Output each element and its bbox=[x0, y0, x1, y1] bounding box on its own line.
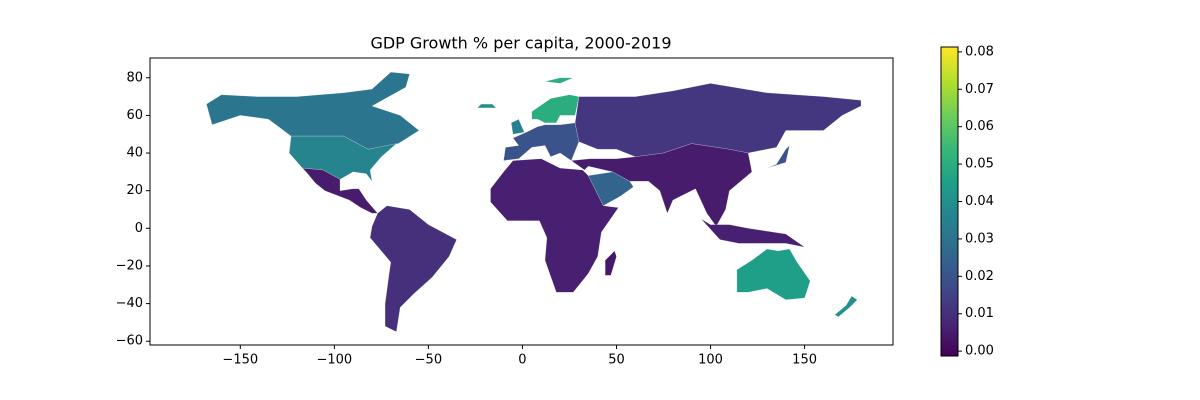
x-tick-label: −50 bbox=[415, 353, 442, 368]
plot-frame bbox=[149, 57, 894, 346]
colorbar-tick-label: 0.00 bbox=[965, 344, 994, 359]
region bbox=[766, 145, 790, 169]
colorbar-tick-label: 0.02 bbox=[965, 269, 994, 284]
x-tick-label: −100 bbox=[316, 353, 352, 368]
colorbar bbox=[940, 46, 959, 357]
colorbar-tick-label: 0.07 bbox=[965, 82, 994, 97]
region bbox=[206, 71, 420, 150]
y-tick-label: 20 bbox=[126, 183, 143, 198]
x-tick-label: 100 bbox=[698, 353, 723, 368]
y-tick-label: 0 bbox=[135, 221, 143, 236]
y-tick-label: 40 bbox=[126, 146, 143, 161]
colorbar-tick-label: 0.05 bbox=[965, 157, 994, 172]
x-tick-label: −150 bbox=[222, 353, 258, 368]
region bbox=[736, 248, 811, 300]
x-tick-label: 150 bbox=[792, 353, 817, 368]
y-tick-label: −20 bbox=[116, 258, 143, 273]
region bbox=[369, 205, 457, 332]
colorbar-tick-label: 0.04 bbox=[965, 194, 994, 209]
region bbox=[701, 218, 805, 248]
y-tick-label: −60 bbox=[116, 334, 143, 349]
region bbox=[834, 295, 858, 317]
y-tick-label: 80 bbox=[126, 70, 143, 85]
colorbar-tick-label: 0.03 bbox=[965, 231, 994, 246]
region bbox=[511, 119, 525, 135]
region bbox=[574, 83, 862, 157]
x-tick-label: 50 bbox=[608, 353, 625, 368]
region bbox=[544, 77, 574, 84]
region bbox=[605, 250, 617, 276]
region bbox=[490, 158, 619, 293]
y-tick-label: 60 bbox=[126, 108, 143, 123]
region bbox=[588, 171, 634, 206]
colorbar-tick-label: 0.08 bbox=[965, 44, 994, 59]
chart-title: GDP Growth % per capita, 2000-2019 bbox=[370, 34, 671, 53]
colorbar-tick-label: 0.01 bbox=[965, 306, 994, 321]
region bbox=[477, 104, 497, 108]
colorbar-tick-label: 0.06 bbox=[965, 119, 994, 134]
y-tick-label: −40 bbox=[116, 296, 143, 311]
x-tick-label: 0 bbox=[518, 353, 526, 368]
region bbox=[531, 94, 580, 123]
